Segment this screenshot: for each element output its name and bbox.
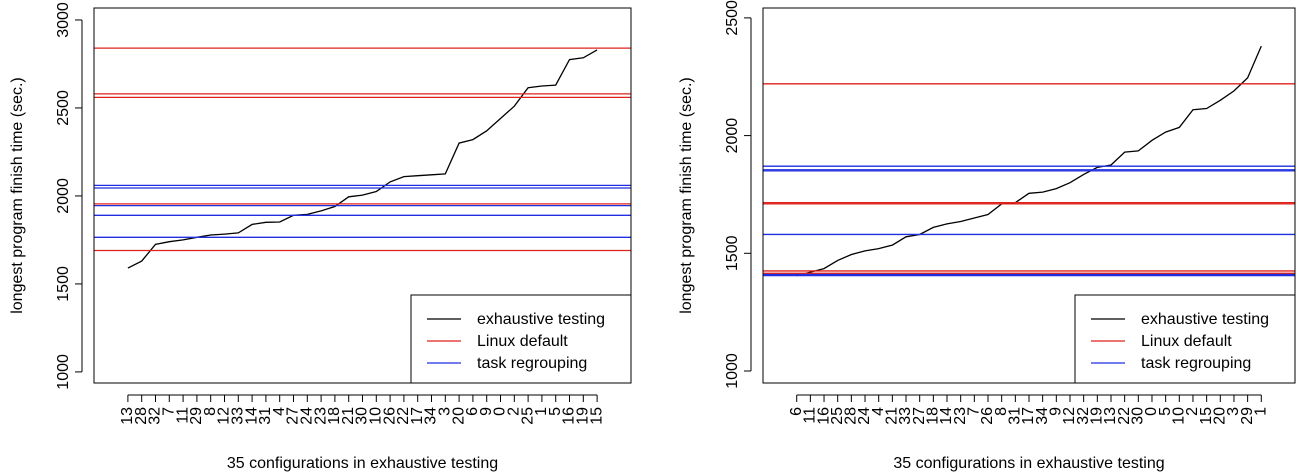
x-tick-label: 14 <box>938 407 955 425</box>
y-tick-label: 2500 <box>724 0 741 36</box>
y-tick-label: 3000 <box>55 2 72 38</box>
x-tick-label: 28 <box>843 407 860 425</box>
x-tick-label: 27 <box>911 407 928 425</box>
x-tick-label: 16 <box>815 407 832 425</box>
x-tick-label: 11 <box>802 407 819 424</box>
x-tick-label: 22 <box>1116 407 1133 425</box>
x-tick-label: 2 <box>506 407 523 416</box>
x-tick-label: 2 <box>1184 407 1201 416</box>
x-tick-label: 23 <box>952 407 969 425</box>
x-tick-label: 10 <box>1171 407 1188 425</box>
x-tick-label: 7 <box>161 407 178 416</box>
x-tick-label: 31 <box>257 407 274 425</box>
plot-frame <box>762 7 1296 384</box>
x-tick-label: 20 <box>1212 407 1229 425</box>
x-tick-label: 17 <box>1020 407 1037 425</box>
x-tick-label: 12 <box>1061 407 1078 425</box>
x-tick-label: 3 <box>437 407 454 416</box>
x-tick-label: 32 <box>147 407 164 425</box>
y-tick-label: 2000 <box>724 118 741 154</box>
x-tick-label: 13 <box>119 407 136 425</box>
x-tick-label: 12 <box>216 407 233 425</box>
x-tick-label: 9 <box>1048 407 1065 416</box>
x-tick-label: 28 <box>133 407 150 425</box>
x-tick-label: 33 <box>897 407 914 425</box>
x-tick-label: 3 <box>1225 407 1242 416</box>
x-tick-label: 11 <box>174 407 191 424</box>
x-tick-label: 7 <box>966 407 983 416</box>
plot-frame <box>93 7 632 384</box>
legend-label: Linux default <box>1141 333 1232 350</box>
x-tick-label: 29 <box>188 407 205 425</box>
x-axis-title: 35 configurations in exhaustive testing <box>227 455 498 472</box>
legend-label: exhaustive testing <box>477 311 605 328</box>
legend-label: task regrouping <box>477 355 587 372</box>
x-tick-label: 15 <box>1198 407 1215 425</box>
legend-label: Linux default <box>477 333 568 350</box>
x-tick-label: 25 <box>829 407 846 425</box>
y-axis-title: longest program finish time (sec.) <box>678 77 695 314</box>
data-line <box>127 49 598 269</box>
y-tick-label: 1000 <box>724 353 741 389</box>
x-tick-label: 26 <box>381 407 398 425</box>
x-tick-label: 9 <box>478 407 495 416</box>
x-tick-label: 1 <box>533 407 550 416</box>
y-tick-label: 2000 <box>55 178 72 214</box>
x-tick-label: 24 <box>299 407 316 425</box>
x-tick-label: 5 <box>547 407 564 416</box>
x-tick-label: 18 <box>925 407 942 425</box>
x-tick-label: 21 <box>884 407 901 425</box>
x-tick-label: 17 <box>409 407 426 425</box>
x-tick-label: 14 <box>243 407 260 425</box>
legend-box <box>410 294 632 384</box>
x-tick-label: 30 <box>354 407 371 425</box>
x-tick-label: 8 <box>202 407 219 416</box>
chart-panel: 1000150020002500300013283271129812331431… <box>9 2 632 472</box>
x-tick-label: 0 <box>492 407 509 416</box>
y-tick-label: 2500 <box>55 90 72 126</box>
x-tick-label: 10 <box>368 407 385 425</box>
x-tick-label: 8 <box>993 407 1010 416</box>
x-tick-label: 4 <box>870 407 887 416</box>
chart-panel: 1000150020002500611162528244213327181423… <box>678 0 1296 472</box>
x-tick-label: 1 <box>1253 407 1270 416</box>
y-tick-label: 1500 <box>724 235 741 271</box>
x-tick-label: 34 <box>1034 407 1051 425</box>
legend-label: task regrouping <box>1141 355 1251 372</box>
x-tick-label: 27 <box>285 407 302 425</box>
x-tick-label: 13 <box>1102 407 1119 425</box>
x-tick-label: 23 <box>312 407 329 425</box>
y-tick-label: 1000 <box>55 354 72 390</box>
x-tick-label: 29 <box>1239 407 1256 425</box>
y-axis-title: longest program finish time (sec.) <box>9 77 26 314</box>
x-tick-label: 32 <box>1075 407 1092 425</box>
x-tick-label: 20 <box>450 407 467 425</box>
x-tick-label: 26 <box>979 407 996 425</box>
x-tick-label: 18 <box>326 407 343 425</box>
x-tick-label: 16 <box>561 407 578 425</box>
x-tick-label: 33 <box>230 407 247 425</box>
y-tick-label: 1500 <box>55 266 72 302</box>
x-tick-label: 19 <box>1089 407 1106 425</box>
legend-label: exhaustive testing <box>1141 311 1269 328</box>
x-axis-title: 35 configurations in exhaustive testing <box>893 455 1164 472</box>
x-tick-label: 21 <box>340 407 357 425</box>
x-tick-label: 6 <box>788 407 805 416</box>
x-tick-label: 25 <box>519 407 536 425</box>
legend-box <box>1074 294 1296 384</box>
x-tick-label: 24 <box>856 407 873 425</box>
x-tick-label: 0 <box>1143 407 1160 416</box>
x-tick-label: 5 <box>1157 407 1174 416</box>
x-tick-label: 22 <box>395 407 412 425</box>
x-tick-label: 19 <box>575 407 592 425</box>
x-tick-label: 4 <box>271 407 288 416</box>
x-tick-label: 30 <box>1130 407 1147 425</box>
x-tick-label: 31 <box>1007 407 1024 425</box>
x-tick-label: 15 <box>588 407 605 425</box>
x-tick-label: 6 <box>464 407 481 416</box>
data-line <box>796 45 1262 277</box>
x-tick-label: 34 <box>423 407 440 425</box>
